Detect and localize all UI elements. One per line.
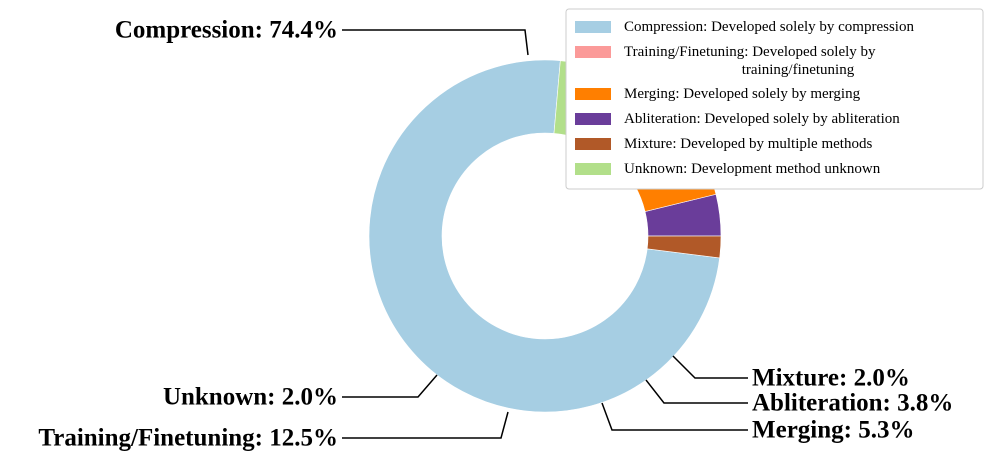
legend-swatch-unknown (575, 163, 611, 175)
legend-swatch-training (575, 46, 611, 58)
callout-merging: Merging: 5.3% (752, 417, 914, 444)
legend-swatch-abliteration (575, 113, 611, 125)
leader-abliteration (645, 379, 748, 404)
callout-leader-lines (342, 29, 748, 439)
leader-merging (601, 402, 748, 431)
legend-frame (565, 8, 984, 190)
callout-unknown: Unknown: 2.0% (163, 384, 338, 411)
leader-training (342, 411, 509, 439)
legend-label-mixture: Mixture: Developed by multiple methods (624, 136, 872, 152)
legend: Compression: Developed solely by compres… (565, 8, 984, 190)
legend-label-training: Training/Finetuning: Developed solely by (624, 44, 876, 60)
legend-label-merging: Merging: Developed solely by merging (624, 86, 861, 102)
legend-swatch-compression (575, 21, 611, 33)
legend-label-unknown: Unknown: Development method unknown (624, 161, 881, 177)
callout-abliteration: Abliteration: 3.8% (752, 390, 953, 417)
legend-label-compression: Compression: Developed solely by compres… (624, 19, 914, 35)
leader-compression (342, 29, 529, 56)
leader-mixture (672, 355, 748, 379)
callout-labels: Compression: 74.4%Mixture: 2.0%Abliterat… (38, 17, 953, 452)
callout-compression: Compression: 74.4% (115, 17, 338, 44)
callout-training: Training/Finetuning: 12.5% (38, 425, 338, 452)
slice-compression (368, 59, 720, 413)
callout-mixture: Mixture: 2.0% (752, 365, 910, 392)
legend-label-training-line2: training/finetuning (742, 62, 855, 78)
leader-unknown (342, 374, 438, 398)
legend-label-abliteration: Abliteration: Developed solely by ablite… (624, 111, 900, 127)
legend-swatch-merging (575, 88, 611, 100)
legend-swatch-mixture (575, 138, 611, 150)
